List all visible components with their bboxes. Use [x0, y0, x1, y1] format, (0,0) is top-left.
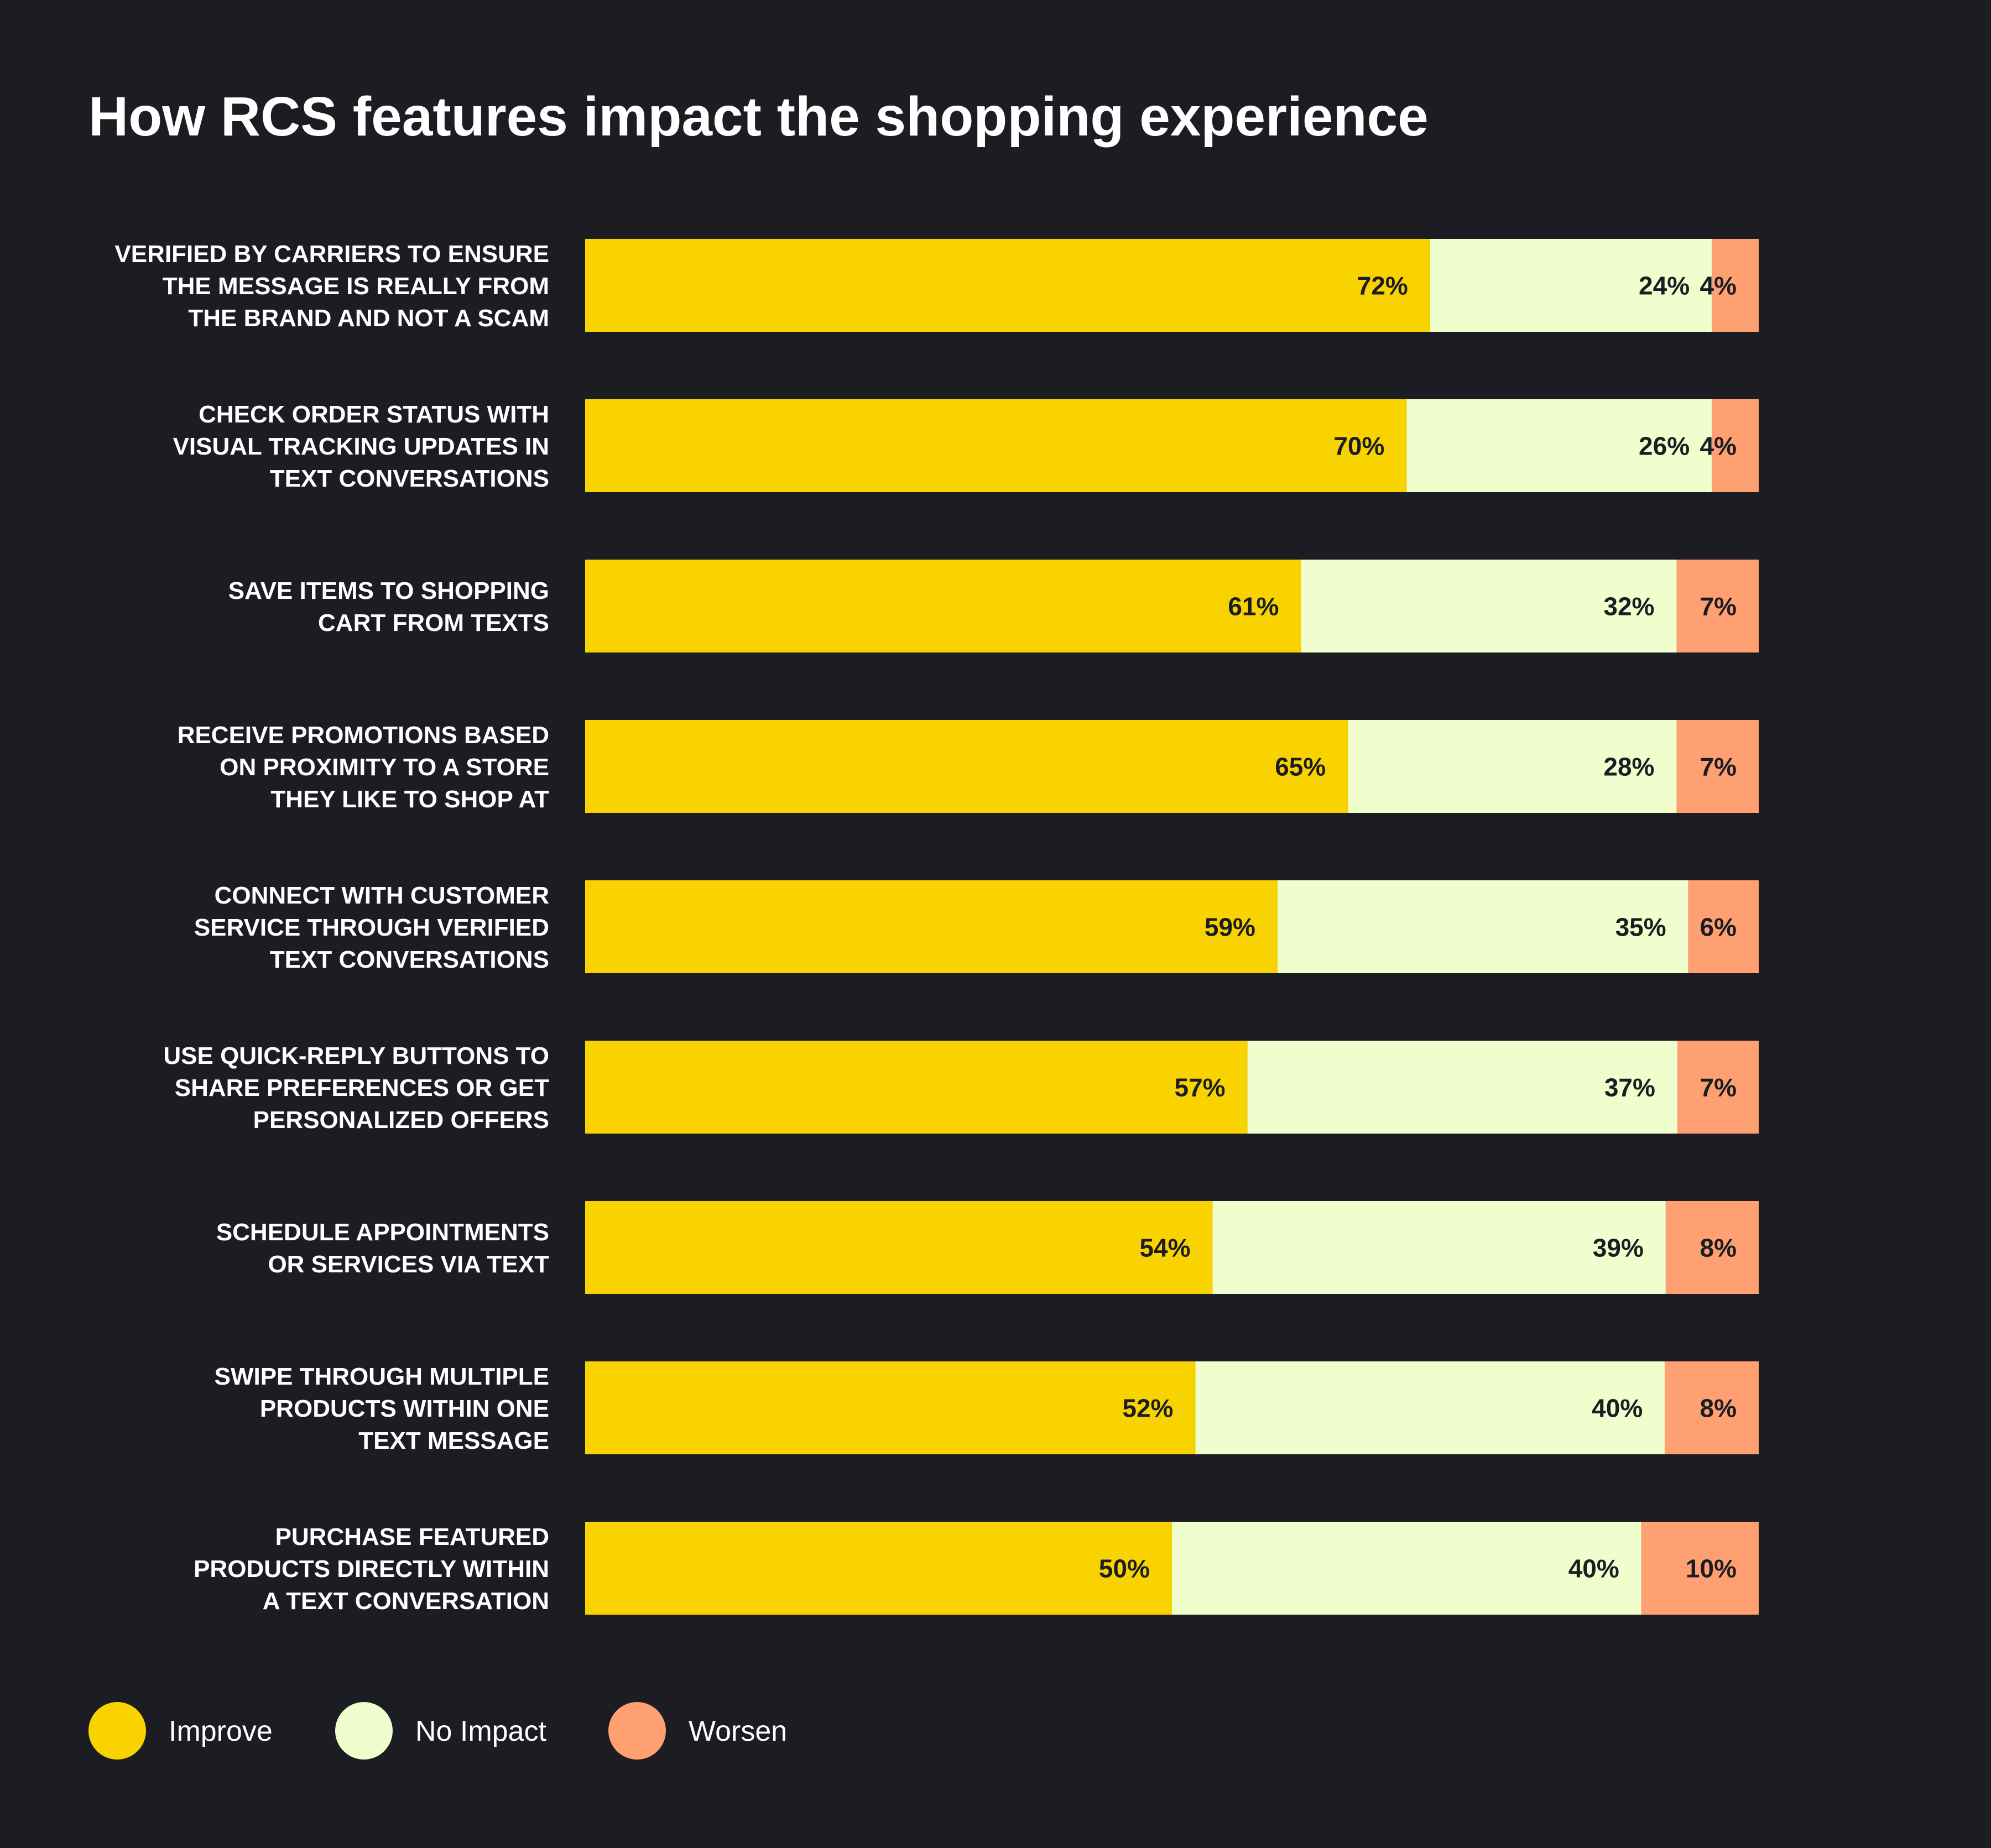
bar-segment-worsen	[1688, 880, 1759, 973]
data-label: 37%	[1604, 1073, 1655, 1102]
data-label: 52%	[1122, 1394, 1173, 1423]
data-label: 40%	[1592, 1394, 1643, 1423]
bar-segment-worsen	[1665, 1361, 1759, 1454]
legend-label: No Impact	[415, 1715, 547, 1747]
bar-segment-worsen	[1677, 1041, 1759, 1134]
bar-segment-worsen	[1712, 399, 1759, 492]
bar-segment-improve	[585, 1361, 1196, 1454]
bar-segment-no-impact	[1247, 1041, 1677, 1134]
legend: Improve No Impact Worsen	[88, 1702, 787, 1760]
category-label-line: VERIFIED BY CARRIERS TO ENSURE	[114, 241, 549, 268]
bar-segment-worsen	[1676, 560, 1759, 652]
bar-segment-improve	[585, 560, 1301, 652]
category-label-line: CONNECT WITH CUSTOMER	[215, 882, 549, 909]
legend-label: Worsen	[689, 1715, 787, 1747]
data-label: 32%	[1603, 592, 1654, 621]
bar-segment-worsen	[1712, 239, 1759, 332]
category-label-line: PRODUCTS WITHIN ONE	[260, 1395, 549, 1422]
category-label-line: SHARE PREFERENCES OR GET	[175, 1074, 549, 1102]
category-label-line: TEXT MESSAGE	[358, 1427, 549, 1454]
category-label-line: RECEIVE PROMOTIONS BASED	[178, 722, 549, 749]
category-label: RECEIVE PROMOTIONS BASED ON PROXIMITY TO …	[178, 722, 549, 813]
bar-segment-improve	[585, 1201, 1213, 1294]
bar-segment-improve	[585, 1522, 1172, 1615]
data-label: 7%	[1700, 1073, 1737, 1102]
data-label: 24%	[1639, 272, 1690, 300]
legend-swatch-worsen	[608, 1702, 666, 1760]
bar-segment-improve	[585, 399, 1407, 492]
category-label-line: SWIPE THROUGH MULTIPLE	[215, 1363, 549, 1390]
bar-segment-no-impact	[1348, 720, 1677, 813]
category-label: PURCHASE FEATURED PRODUCTS DIRECTLY WITHI…	[194, 1523, 549, 1615]
data-label: 39%	[1593, 1234, 1644, 1262]
data-label: 40%	[1568, 1554, 1619, 1583]
legend-label: Improve	[169, 1715, 273, 1747]
data-label: 54%	[1139, 1234, 1190, 1262]
category-label-line: CART FROM TEXTS	[318, 609, 549, 636]
category-label-line: PRODUCTS DIRECTLY WITHIN	[194, 1555, 549, 1583]
category-label-line: CHECK ORDER STATUS WITH	[199, 401, 549, 428]
data-label: 4%	[1700, 432, 1737, 461]
category-label-line: THE BRAND AND NOT A SCAM	[188, 305, 549, 332]
category-label: CHECK ORDER STATUS WITH VISUAL TRACKING U…	[173, 401, 549, 492]
bar-segment-no-impact	[1301, 560, 1677, 652]
category-label-line: THEY LIKE TO SHOP AT	[270, 786, 549, 813]
data-label: 6%	[1700, 913, 1737, 942]
category-label-line: SERVICE THROUGH VERIFIED	[194, 914, 549, 941]
bar-segment-worsen	[1676, 720, 1759, 813]
category-label-line: THE MESSAGE IS REALLY FROM	[163, 273, 549, 300]
category-label: SWIPE THROUGH MULTIPLE PRODUCTS WITHIN ON…	[215, 1363, 549, 1454]
data-label: 70%	[1333, 432, 1384, 461]
category-label-line: SCHEDULE APPOINTMENTS	[216, 1219, 549, 1246]
category-label-line: ON PROXIMITY TO A STORE	[220, 754, 549, 781]
data-label: 57%	[1174, 1073, 1225, 1102]
bar-segment-no-impact	[1277, 880, 1688, 973]
category-label: SAVE ITEMS TO SHOPPING CART FROM TEXTS	[228, 577, 549, 636]
data-label: 10%	[1686, 1554, 1737, 1583]
bar-segment-improve	[585, 239, 1430, 332]
data-label: 72%	[1357, 272, 1408, 300]
category-label-line: TEXT CONVERSATIONS	[270, 465, 549, 492]
data-label: 8%	[1700, 1394, 1737, 1423]
category-label: USE QUICK-REPLY BUTTONS TO SHARE PREFEREN…	[163, 1042, 549, 1134]
data-label: 26%	[1639, 432, 1690, 461]
data-label: 7%	[1700, 592, 1737, 621]
bar-segment-improve	[585, 720, 1348, 813]
chart-title: How RCS features impact the shopping exp…	[88, 86, 1429, 148]
data-label: 59%	[1205, 913, 1255, 942]
category-label-line: TEXT CONVERSATIONS	[270, 946, 549, 973]
bar-segment-no-impact	[1406, 399, 1712, 492]
data-label: 7%	[1700, 753, 1737, 781]
category-label-line: PURCHASE FEATURED	[275, 1523, 549, 1551]
data-label: 8%	[1700, 1234, 1737, 1262]
category-label-line: USE QUICK-REPLY BUTTONS TO	[163, 1042, 549, 1069]
category-label-line: VISUAL TRACKING UPDATES IN	[173, 433, 549, 460]
bar-segment-worsen	[1665, 1201, 1759, 1294]
category-label-line: OR SERVICES VIA TEXT	[268, 1251, 549, 1278]
bar-segment-improve	[585, 880, 1278, 973]
legend-swatch-no-impact	[335, 1702, 393, 1760]
category-label-line: SAVE ITEMS TO SHOPPING	[228, 577, 549, 604]
legend-swatch-improve	[88, 1702, 146, 1760]
bar-segment-no-impact	[1430, 239, 1712, 332]
data-label: 35%	[1615, 913, 1666, 942]
bar-segment-no-impact	[1195, 1361, 1665, 1454]
category-label: SCHEDULE APPOINTMENTS OR SERVICES VIA TEX…	[216, 1219, 549, 1278]
data-label: 61%	[1228, 592, 1279, 621]
category-label-line: PERSONALIZED OFFERS	[253, 1106, 549, 1134]
plot-area: VERIFIED BY CARRIERS TO ENSURE THE MESSAG…	[114, 239, 1759, 1615]
bar-segment-no-impact	[1212, 1201, 1666, 1294]
category-label: VERIFIED BY CARRIERS TO ENSURE THE MESSAG…	[114, 241, 549, 332]
bar-segment-no-impact	[1172, 1522, 1641, 1615]
category-label: CONNECT WITH CUSTOMER SERVICE THROUGH VER…	[194, 882, 549, 973]
data-label: 65%	[1275, 753, 1326, 781]
data-label: 4%	[1700, 272, 1737, 300]
data-label: 50%	[1099, 1554, 1150, 1583]
bar-segment-improve	[585, 1041, 1248, 1134]
data-label: 28%	[1603, 753, 1654, 781]
category-label-line: A TEXT CONVERSATION	[263, 1588, 549, 1615]
bar-segment-worsen	[1641, 1522, 1759, 1615]
